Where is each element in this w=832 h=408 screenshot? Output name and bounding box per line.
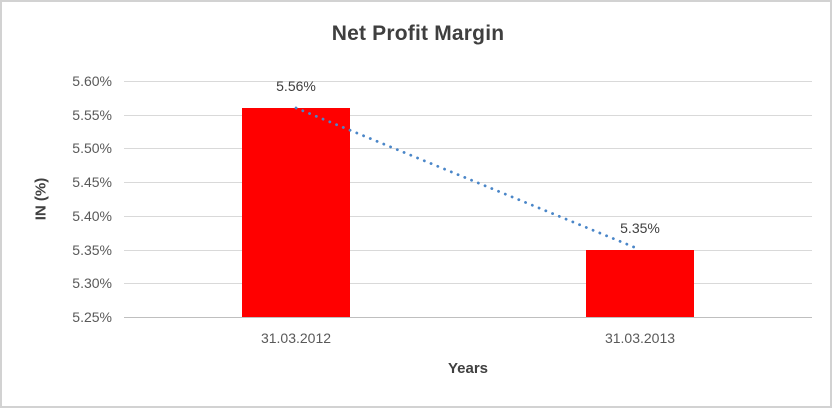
y-tick-label: 5.35% <box>72 242 112 258</box>
gridline <box>124 250 812 251</box>
gridline <box>124 81 812 82</box>
x-category-label: 31.03.2013 <box>604 330 676 346</box>
gridline <box>124 182 812 183</box>
x-axis-title: Years <box>447 360 489 377</box>
chart-title: Net Profit Margin <box>331 22 505 45</box>
bar <box>586 249 694 317</box>
y-tick-label: 5.40% <box>72 208 112 224</box>
data-label: 5.56% <box>276 77 316 94</box>
bar <box>242 107 350 317</box>
data-label: 5.35% <box>620 219 660 236</box>
y-tick-label: 5.50% <box>72 140 112 156</box>
y-tick-label: 5.60% <box>72 73 112 89</box>
gridline <box>124 283 812 284</box>
y-tick-label: 5.45% <box>72 174 112 190</box>
gridline <box>124 216 812 217</box>
gridline <box>124 148 812 149</box>
x-axis-line <box>124 317 812 318</box>
y-tick-label: 5.30% <box>72 275 112 291</box>
x-category-label: 31.03.2012 <box>260 330 332 346</box>
y-tick-label: 5.55% <box>72 107 112 123</box>
gridline <box>124 115 812 116</box>
y-tick-label: 5.25% <box>72 309 112 325</box>
